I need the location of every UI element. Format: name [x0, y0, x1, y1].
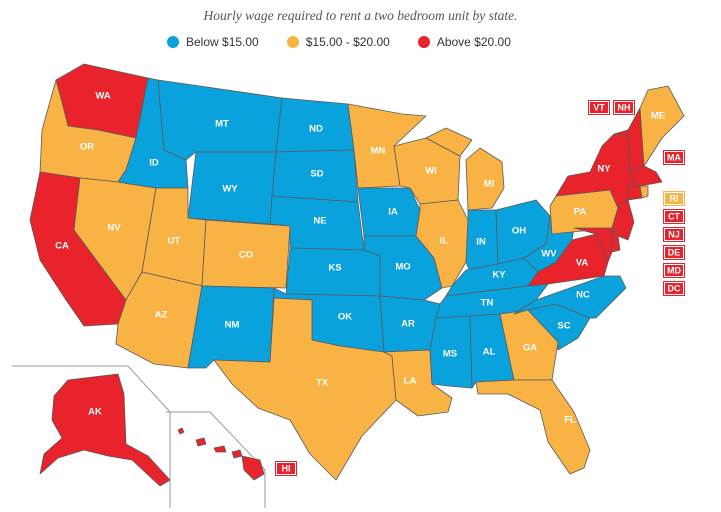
label-me: ME: [651, 111, 665, 122]
state-ak[interactable]: [39, 373, 171, 487]
label-pa: PA: [574, 207, 587, 218]
label-ut: UT: [168, 236, 181, 247]
legend-label-mid: $15.00 - $20.00: [305, 35, 390, 49]
callout-label-vt: VT: [593, 102, 605, 112]
state-md[interactable]: [573, 227, 613, 263]
label-nd: ND: [309, 124, 323, 135]
legend-item-high: Above $20.00: [417, 35, 511, 49]
label-wa: WA: [95, 91, 110, 102]
label-ny: NY: [597, 164, 611, 175]
label-ne: NE: [313, 216, 326, 227]
label-ky: KY: [492, 270, 506, 281]
label-id: ID: [149, 158, 159, 169]
callout-hi[interactable]: HI: [275, 461, 297, 476]
alaska-inset-frame: [12, 365, 171, 508]
label-nc: NC: [576, 290, 590, 301]
legend-swatch-high: [417, 36, 430, 48]
callout-label-md: MD: [667, 265, 681, 275]
callout-label-hi: HI: [282, 463, 291, 473]
map-title: Hourly wage required to rent a two bedro…: [203, 8, 518, 23]
state-ri[interactable]: [639, 185, 649, 199]
label-fl: FL: [564, 415, 576, 426]
label-in: IN: [476, 237, 486, 248]
label-az: AZ: [155, 310, 168, 321]
state-nc[interactable]: [513, 275, 627, 319]
label-la: LA: [404, 376, 417, 387]
label-ms: MS: [443, 349, 457, 360]
label-va: VA: [576, 258, 589, 269]
state-co[interactable]: [201, 219, 291, 289]
callout-label-ct: CT: [668, 211, 680, 221]
label-mt: MT: [215, 119, 229, 130]
callout-dc[interactable]: DC: [663, 281, 685, 296]
label-ok: OK: [338, 312, 352, 323]
label-mo: MO: [395, 262, 410, 273]
legend-label-high: Above $20.00: [436, 35, 511, 49]
label-nv: NV: [107, 223, 121, 234]
label-mn: MN: [371, 146, 386, 157]
label-co: CO: [239, 250, 253, 261]
state-il[interactable]: [415, 199, 469, 289]
label-ar: AR: [401, 319, 415, 330]
label-wv: WV: [541, 249, 557, 260]
label-tx: TX: [316, 378, 329, 389]
state-hi[interactable]: [177, 427, 265, 481]
callout-label-ma: MA: [667, 152, 681, 162]
callout-label-nh: NH: [618, 102, 631, 112]
hawaii-inset-frame: [166, 411, 266, 508]
state-ct[interactable]: [627, 185, 643, 201]
callout-nj[interactable]: NJ: [663, 227, 685, 242]
label-oh: OH: [512, 226, 526, 237]
legend-label-low: Below $15.00: [186, 35, 259, 49]
state-fl[interactable]: [475, 379, 591, 475]
label-wy: WY: [222, 184, 238, 195]
state-me[interactable]: [639, 85, 685, 167]
callout-boxes: VT NH MA RI CT NJ DE MD DC HI: [275, 100, 685, 476]
callout-vt[interactable]: VT: [588, 100, 610, 115]
callout-ct[interactable]: CT: [663, 209, 685, 224]
label-il: IL: [440, 236, 449, 247]
legend-swatch-mid: [286, 36, 299, 48]
label-nm: NM: [225, 320, 240, 331]
label-tn: TN: [481, 298, 494, 309]
label-mi: MI: [484, 179, 495, 190]
callout-label-dc: DC: [668, 283, 681, 293]
state-tx[interactable]: [213, 297, 397, 481]
callout-md[interactable]: MD: [663, 263, 685, 278]
label-ia: IA: [388, 207, 398, 218]
label-ca: CA: [55, 241, 69, 252]
callout-nh[interactable]: NH: [613, 100, 635, 115]
callout-ri[interactable]: RI: [663, 191, 685, 206]
callout-label-ri: RI: [670, 193, 679, 203]
label-or: OR: [80, 142, 94, 153]
label-wi: WI: [425, 166, 437, 177]
legend-item-low: Below $15.00: [167, 35, 259, 49]
state-labels: WA OR CA NV ID MT WY UT CO AZ NM ND SD N…: [55, 91, 665, 426]
label-ak: AK: [88, 407, 102, 418]
callout-label-de: DE: [668, 247, 681, 257]
callout-ma[interactable]: MA: [663, 150, 685, 165]
label-ks: KS: [328, 263, 341, 274]
callout-label-nj: NJ: [668, 229, 680, 239]
label-al: AL: [483, 347, 496, 358]
label-ga: GA: [523, 343, 537, 354]
legend-swatch-low: [167, 36, 179, 48]
legend-item-mid: $15.00 - $20.00: [286, 35, 390, 49]
label-sc: SC: [557, 321, 570, 332]
legend: Below $15.00 $15.00 - $20.00 Above $20.0…: [167, 35, 539, 49]
label-sd: SD: [310, 169, 323, 180]
callout-de[interactable]: DE: [663, 245, 685, 260]
